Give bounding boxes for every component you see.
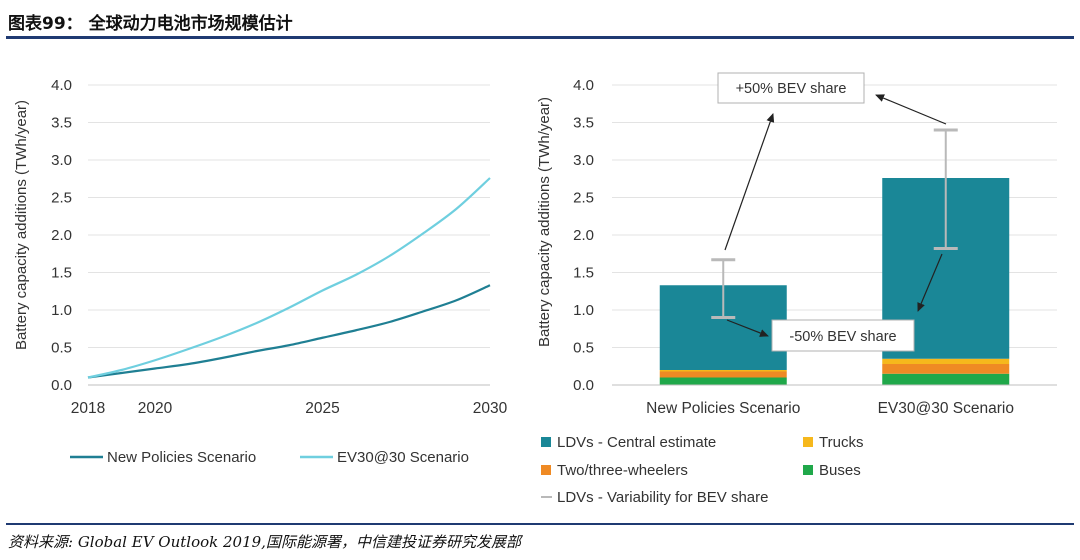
left-y-tick-labels: 0.0 0.5 1.0 1.5 2.0 2.5 3.0 3.5 4.0 bbox=[51, 77, 72, 394]
left-y-tick-label: 0.5 bbox=[51, 340, 72, 357]
bar-segment-trucks bbox=[659, 370, 787, 372]
legend-label-ev3030: EV30@30 Scenario bbox=[337, 449, 469, 466]
right-y-tick-label: 0.5 bbox=[573, 340, 594, 357]
left-y-tick-label: 0.0 bbox=[51, 377, 72, 394]
right-y-tick-label: 0.0 bbox=[573, 377, 594, 394]
bar-segment-two-wheelers bbox=[882, 364, 1010, 374]
legend-label-variability: LDVs - Variability for BEV share bbox=[557, 489, 768, 506]
bar-segment-buses bbox=[882, 373, 1010, 385]
right-y-tick-label: 1.0 bbox=[573, 302, 594, 319]
left-x-tick-label: 2030 bbox=[473, 400, 508, 417]
header-rule bbox=[6, 36, 1074, 39]
left-x-tick-labels: 2018 2020 2025 2030 bbox=[71, 400, 508, 417]
line-series-new-policies bbox=[87, 284, 491, 379]
annotation-plus: +50% BEV share bbox=[717, 72, 947, 251]
left-line-chart: 0.0 0.5 1.0 1.5 2.0 2.5 3.0 3.5 4.0 2018 2020 2025… bbox=[13, 77, 508, 466]
bar-segment-two-wheelers bbox=[659, 371, 787, 378]
annotation-plus-box bbox=[717, 72, 865, 104]
annotation-plus-text: +50% BEV share bbox=[736, 81, 847, 97]
bar-segment-trucks bbox=[882, 358, 1010, 364]
legend-swatch-ldv bbox=[541, 437, 551, 447]
right-category-labels: New Policies Scenario EV30@30 Scenario bbox=[646, 400, 1014, 417]
figure-title: 图表99： 全球动力电池市场规模估计 bbox=[8, 14, 293, 34]
right-legend: LDVs - Central estimate Trucks Two/three… bbox=[541, 434, 863, 506]
left-y-tick-label: 1.0 bbox=[51, 302, 72, 319]
legend-swatch-trucks bbox=[803, 437, 813, 447]
left-x-tick-label: 2025 bbox=[305, 400, 339, 417]
right-error-bars bbox=[711, 128, 958, 319]
right-y-tick-labels: 0.0 0.5 1.0 1.5 2.0 2.5 3.0 3.5 4.0 bbox=[573, 77, 594, 394]
annotation-plus-arrow-left bbox=[724, 113, 775, 251]
left-y-tick-label: 4.0 bbox=[51, 77, 72, 94]
legend-label-trucks: Trucks bbox=[819, 434, 863, 451]
line-series-ev3030 bbox=[87, 177, 491, 379]
right-category-label: New Policies Scenario bbox=[646, 400, 800, 417]
left-y-tick-label: 1.5 bbox=[51, 265, 72, 282]
right-bar-chart: 0.0 0.5 1.0 1.5 2.0 2.5 3.0 3.5 4.0 New Policies… bbox=[536, 72, 1057, 506]
left-series-lines bbox=[87, 177, 491, 379]
left-y-axis-label: Battery capacity additions (TWh/year) bbox=[13, 100, 30, 350]
right-stacked-bars bbox=[659, 178, 1010, 385]
legend-swatch-two-wheelers bbox=[541, 465, 551, 475]
annotation-minus-text: -50% BEV share bbox=[789, 329, 896, 345]
legend-label-two-wheelers: Two/three-wheelers bbox=[557, 462, 688, 479]
left-x-tick-label: 2020 bbox=[138, 400, 173, 417]
legend-label-new-policies: New Policies Scenario bbox=[107, 449, 256, 466]
annotation-minus: -50% BEV share bbox=[726, 253, 943, 352]
left-x-tick-label: 2018 bbox=[71, 400, 105, 417]
left-legend: New Policies Scenario EV30@30 Scenario bbox=[70, 449, 469, 466]
right-y-tick-label: 4.0 bbox=[573, 77, 594, 94]
legend-label-buses: Buses bbox=[819, 462, 861, 479]
right-y-tick-label: 2.0 bbox=[573, 227, 594, 244]
annotation-minus-arrow-right bbox=[917, 253, 943, 312]
legend-swatch-buses bbox=[803, 465, 813, 475]
left-y-tick-label: 3.5 bbox=[51, 115, 72, 132]
left-y-tick-label: 2.0 bbox=[51, 227, 72, 244]
left-y-tick-label: 2.5 bbox=[51, 190, 72, 207]
bar-segment-buses bbox=[659, 377, 787, 385]
left-gridlines bbox=[88, 84, 490, 348]
right-category-label: EV30@30 Scenario bbox=[878, 400, 1014, 417]
right-y-tick-label: 3.0 bbox=[573, 152, 594, 169]
right-y-axis-label: Battery capacity additions (TWh/year) bbox=[536, 97, 553, 347]
right-y-tick-label: 2.5 bbox=[573, 190, 594, 207]
annotation-minus-box bbox=[771, 319, 915, 352]
footer-rule bbox=[6, 523, 1074, 525]
annotation-plus-arrow-right bbox=[875, 94, 947, 125]
legend-label-ldv: LDVs - Central estimate bbox=[557, 434, 716, 451]
figure-header: 图表99： 全球动力电池市场规模估计 bbox=[0, 0, 1080, 40]
source-note: 资料来源: Global EV Outlook 2019,国际能源署，中信建投证… bbox=[8, 533, 521, 551]
right-y-tick-label: 3.5 bbox=[573, 115, 594, 132]
left-y-tick-label: 3.0 bbox=[51, 152, 72, 169]
right-y-tick-label: 1.5 bbox=[573, 265, 594, 282]
annotation-minus-arrow-left bbox=[726, 319, 769, 337]
